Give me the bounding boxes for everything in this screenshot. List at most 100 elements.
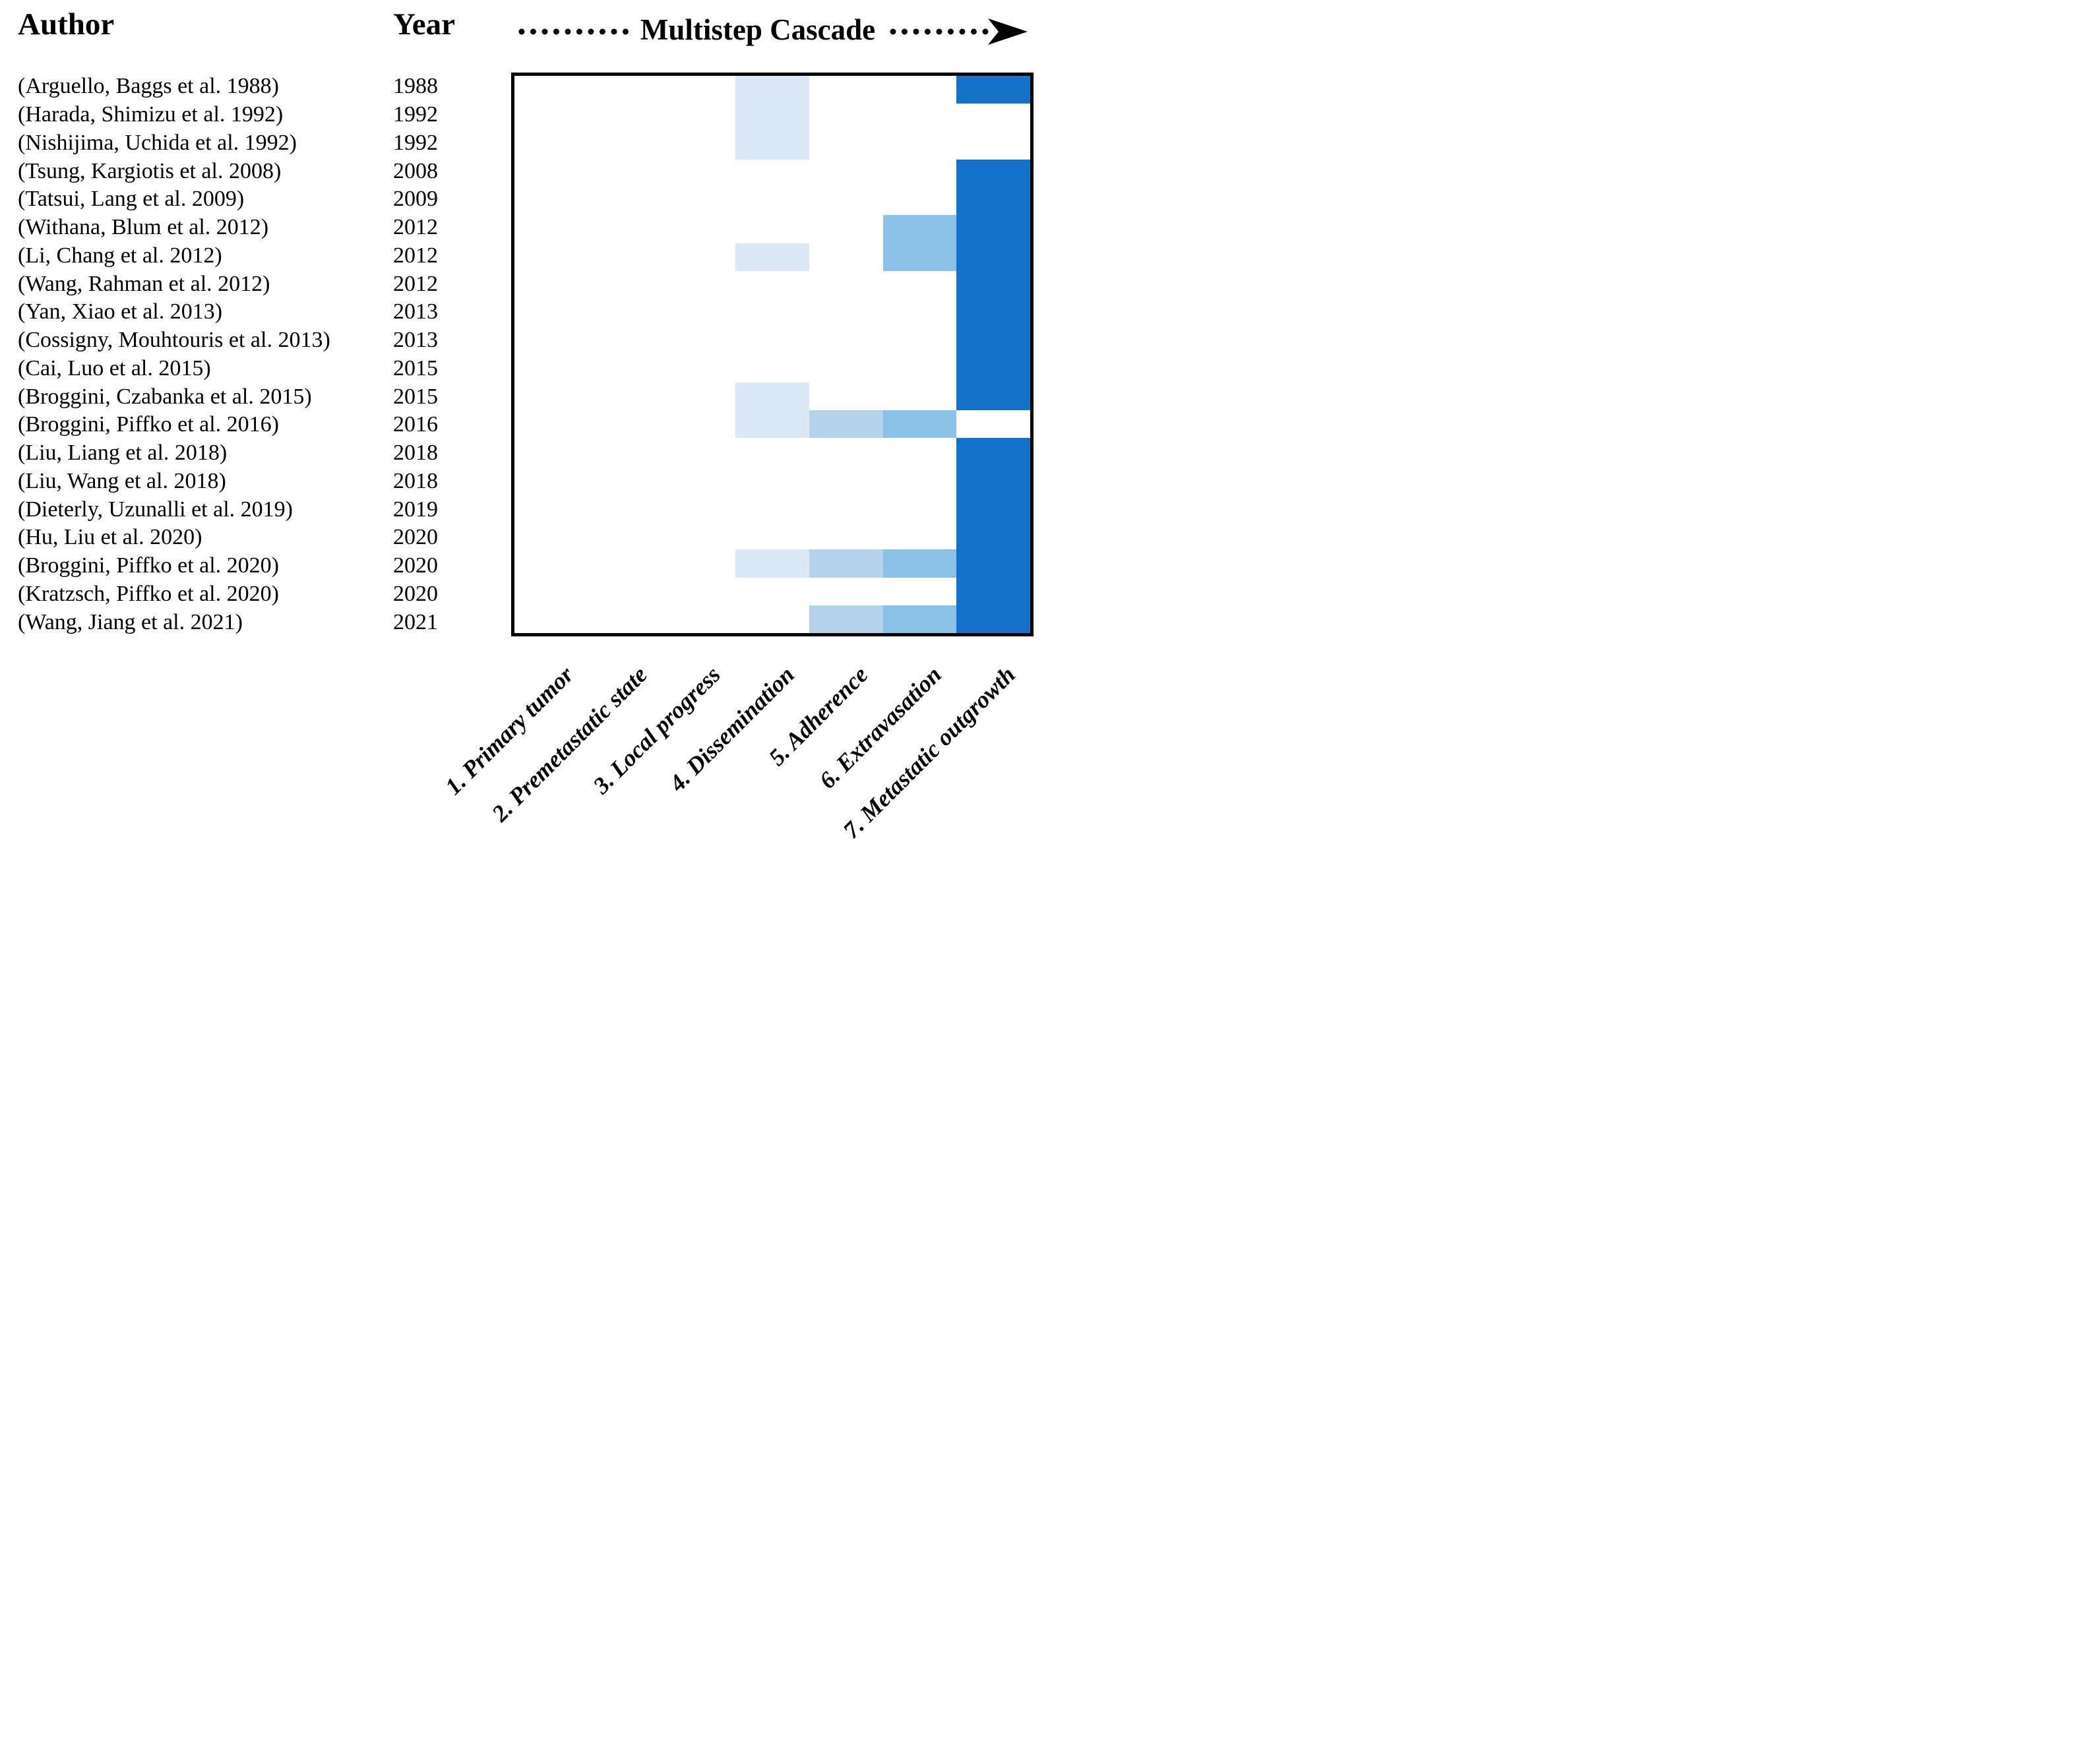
heatmap-cell [956,493,1030,522]
year-list: 1988 1992 1992 2008 2009 2012 2012 2012 2013 2013… [393,73,466,636]
year-label: 2015 [393,384,438,409]
heatmap-cell [956,438,1030,466]
heatmap-cell [882,270,957,299]
dotted-line-left-icon [518,28,629,35]
heatmap-cell [882,76,957,104]
heatmap-cell [956,270,1030,299]
year-label: 2021 [393,609,438,634]
heatmap-cell [588,187,662,216]
heatmap-cell [809,577,883,605]
heatmap-cell [735,131,809,160]
heatmap-cell [514,493,588,522]
heatmap-cell [956,522,1030,550]
cascade-heatmap [511,73,1034,636]
heatmap-cell [588,522,662,550]
heatmap-cell [809,187,883,216]
heatmap-cell [956,326,1030,355]
heatmap-cell [956,104,1030,132]
heatmap-cell [956,131,1030,160]
heatmap-cell [956,577,1030,605]
author-column-header: Author [18,7,115,42]
heatmap-cell [662,187,736,216]
heatmap-cell [956,605,1030,633]
author-label: (Broggini, Piffko et al. 2020) [18,553,279,578]
heatmap-cell [735,270,809,299]
year-label: 2012 [393,243,438,268]
year-label: 2015 [393,355,438,381]
heatmap-cell [809,354,883,382]
heatmap-cell [956,76,1030,104]
author-label: (Nishijima, Uchida et al. 1992) [18,130,297,155]
heatmap-cell [735,410,809,439]
heatmap-cell [735,326,809,355]
author-label: (Cossigny, Mouhtouris et al. 2013) [18,328,330,353]
heatmap-cell [809,410,883,439]
heatmap-cell [514,104,588,132]
heatmap-cell [735,104,809,132]
heatmap-cell [514,270,588,299]
heatmap-cell [662,410,736,439]
heatmap-cell [956,549,1030,578]
author-label: (Cai, Luo et al. 2015) [18,355,211,381]
heatmap-cell [956,243,1030,271]
heatmap-cell [882,466,957,494]
heatmap-cell [735,549,809,578]
heatmap-cell [588,215,662,243]
heatmap-cell [735,354,809,382]
year-label: 2008 [393,158,438,183]
heatmap-cell [514,522,588,550]
heatmap-cell [514,215,588,243]
heatmap-cell [735,187,809,216]
heatmap-cell [514,549,588,578]
heatmap-cell [809,159,883,187]
heatmap-cell [882,493,957,522]
heatmap-cell [662,215,736,243]
year-label: 2020 [393,553,438,578]
heatmap-cell [588,354,662,382]
heatmap-cell [735,577,809,605]
heatmap-cell [662,159,736,187]
heatmap-cell [588,466,662,494]
year-label: 2016 [393,412,438,437]
heatmap-cell [882,354,957,382]
heatmap-cell [809,131,883,160]
heatmap-cell [809,522,883,550]
heatmap-cell [882,410,957,439]
author-label: (Harada, Shimizu et al. 1992) [18,102,284,127]
cascade-title: Multistep Cascade [640,13,876,46]
year-label: 2013 [393,299,438,324]
heatmap-cell [662,76,736,104]
heatmap-cell [588,382,662,410]
heatmap-cell [809,104,883,132]
heatmap-cell [809,326,883,355]
heatmap-cell [514,187,588,216]
heatmap-cell [514,299,588,327]
heatmap-cell [809,243,883,271]
heatmap-cell [882,243,957,271]
heatmap-cell [956,354,1030,382]
heatmap-cell [588,549,662,578]
heatmap-cell [882,299,957,327]
heatmap-cell [514,131,588,160]
author-label: (Withana, Blum et al. 2012) [18,215,269,240]
year-label: 2009 [393,187,438,212]
heatmap-cell [588,159,662,187]
heatmap-cell [882,438,957,466]
year-label: 2020 [393,581,438,606]
heatmap-cell [735,382,809,410]
heatmap-cell [662,466,736,494]
heatmap-cell [956,187,1030,216]
dotted-arrow-right-icon [890,18,1028,45]
heatmap-cell [882,549,957,578]
heatmap-cell [956,159,1030,187]
author-label: (Broggini, Czabanka et al. 2015) [18,384,312,409]
year-label: 2013 [393,328,438,353]
column-label: 4. Dissemination [664,661,799,797]
heatmap-cell [809,382,883,410]
heatmap-cell [588,326,662,355]
heatmap-cell [662,605,736,633]
heatmap-cell [662,549,736,578]
heatmap-cell [735,215,809,243]
heatmap-cell [588,605,662,633]
heatmap-cell [882,577,957,605]
